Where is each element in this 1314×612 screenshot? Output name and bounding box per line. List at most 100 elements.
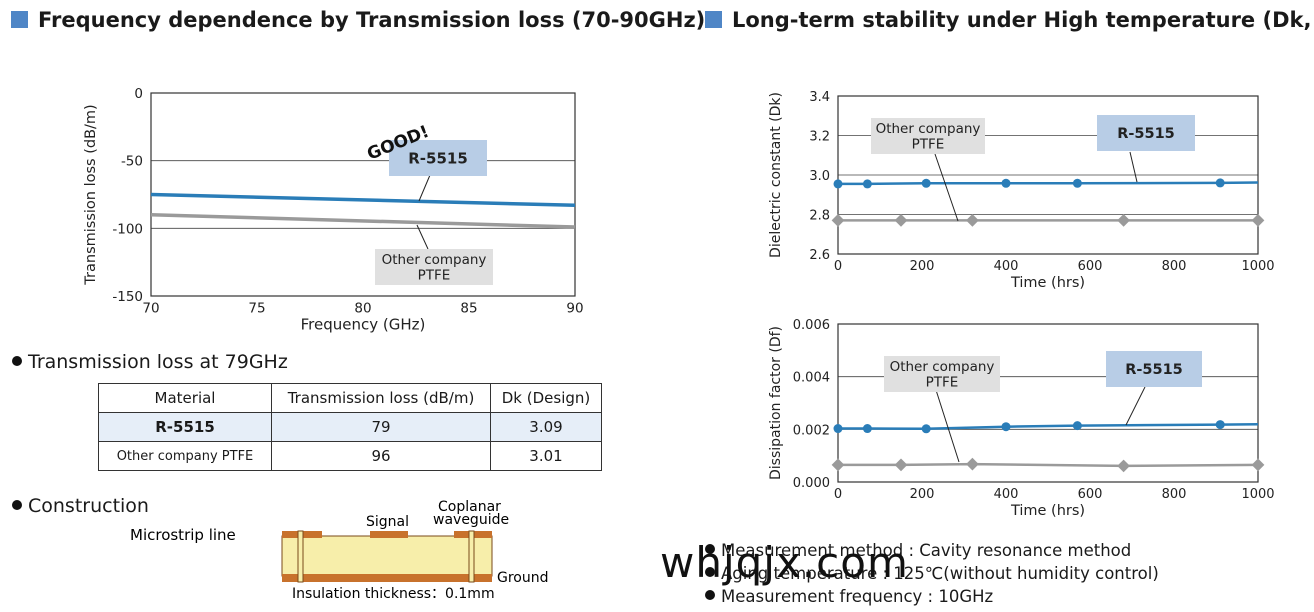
x-tick-label: 1000 [1241,259,1274,274]
label-other-box [375,249,493,285]
note-item: Measurement method : Cavity resonance me… [705,539,1159,562]
table-header-cell: Transmission loss (dB/m) [271,383,491,413]
label-other-text: Other company [382,252,487,268]
series-line-r5515 [838,181,1259,186]
series-line-other-ptfe [150,213,576,229]
data-point-r5515 [1215,178,1225,188]
label-leader-other [934,153,959,222]
data-point-other [894,458,908,472]
label-other-text: Other company [876,121,981,137]
label-other-text: PTFE [912,137,945,153]
construction-diagram: Microstrip line Signal Coplanar waveguid… [130,499,549,602]
data-point-other [1117,214,1130,227]
df-chart: 0.006 0.004 0.002 0.000 0 200 400 600 800 1000 Tim… [768,318,1275,519]
label-r5515-box [1106,351,1202,387]
coplanar-label: Coplanar [438,499,501,515]
label-leader-r5515 [1125,386,1146,426]
data-point-other [1117,459,1130,473]
transmission-loss-table: Material Transmission loss (dB/m) Dk (De… [98,383,602,471]
x-tick-label: 70 [142,301,159,317]
ground-plane [282,574,492,582]
label-leader-other [416,224,429,250]
table-header-cell: Material [98,383,272,413]
x-tick-label: 800 [1162,487,1187,502]
y-tick-label: 3.4 [809,90,830,105]
y-tick-label: 0 [134,86,143,102]
bullet-icon [12,356,22,366]
x-tick-label: 600 [1078,259,1103,274]
left-title-text: Frequency dependence by Transmission los… [38,8,706,32]
right-title-text: Long-term stability under High temperatu… [732,8,1314,32]
table-cell: R-5515 [98,412,272,442]
x-tick-label: 800 [1162,259,1187,274]
y-axis-label: Transmission loss (dB/m) [83,104,99,285]
table-header-cell: Dk (Design) [490,383,602,413]
title-square-icon [705,11,722,28]
y-axis-label: Dielectric constant (Dk) [768,92,784,258]
bullet-icon [12,500,22,510]
y-tick-label: -150 [112,289,143,305]
data-point-r5515 [833,424,843,434]
waveguide-label: waveguide [433,512,509,528]
x-tick-label: 0 [834,259,842,274]
y-axis-label: Dissipation factor (Df) [768,326,784,480]
label-other-box [871,118,985,154]
label-other-text: PTFE [418,268,451,284]
note-text: Measurement frequency : 10GHz [721,587,994,606]
data-point-other [966,214,979,227]
measurement-notes: Measurement method : Cavity resonance me… [705,539,1159,608]
ground-label: Ground [497,570,549,586]
label-other-box [884,356,1000,392]
table-heading-text: Transmission loss at 79GHz [28,351,288,373]
data-point-other [831,214,845,227]
label-r5515-box [389,140,487,176]
table-row: Other company PTFE 96 3.01 [98,441,602,471]
x-axis-label: Time (hrs) [1010,275,1085,291]
x-tick-label: 0 [834,487,842,502]
thickness-label: Insulation thickness：0.1mm [292,586,495,602]
data-point-other [831,458,845,472]
right-section-title: Long-term stability under High temperatu… [705,8,1314,32]
note-item: Aging temperature : 125℃(without humidit… [705,562,1159,585]
y-tick-label: 2.8 [809,209,830,224]
note-text: Aging temperature : 125℃(without humidit… [721,564,1159,583]
left-section-title: Frequency dependence by Transmission los… [11,8,705,32]
via-right [468,530,475,583]
data-point-r5515 [921,424,931,434]
label-r5515-text: R-5515 [1117,126,1175,142]
title-square-icon [11,11,28,28]
x-tick-label: 80 [354,301,371,317]
y-tick-label: 2.6 [809,248,830,263]
label-other-text: Other company [890,359,995,375]
construction-heading-text: Construction [28,495,149,517]
y-tick-label: 3.2 [809,130,830,145]
table-cell: 3.01 [490,441,602,471]
construction-heading: Construction [12,495,149,517]
series-line-r5515 [838,423,1259,431]
table-cell: 79 [271,412,491,442]
bullet-icon [705,590,715,600]
data-point-other [966,457,979,471]
data-point-other [894,214,908,227]
table-header-row: Material Transmission loss (dB/m) Dk (De… [98,383,602,413]
x-tick-label: 75 [248,301,265,317]
data-point-other [1251,214,1265,227]
dielectric-layer [281,535,493,577]
label-r5515-box [1097,115,1195,151]
x-tick-label: 1000 [1241,487,1274,502]
data-point-other [1251,458,1265,472]
data-point-r5515 [833,179,843,189]
y-tick-label: -50 [121,154,143,170]
via-left [297,530,304,583]
label-leader-r5515 [418,174,431,202]
x-axis-label: Frequency (GHz) [301,316,426,334]
microstrip-label: Microstrip line [130,526,236,544]
note-text: Measurement method : Cavity resonance me… [721,541,1132,560]
x-tick-label: 400 [994,259,1019,274]
data-point-r5515 [1215,420,1225,430]
bullet-icon [705,567,715,577]
x-tick-label: 400 [994,487,1019,502]
data-point-r5515 [1072,421,1082,431]
dk-chart: 3.4 3.2 3.0 2.8 2.6 0 200 400 600 800 1000 Time (hr… [768,90,1275,291]
